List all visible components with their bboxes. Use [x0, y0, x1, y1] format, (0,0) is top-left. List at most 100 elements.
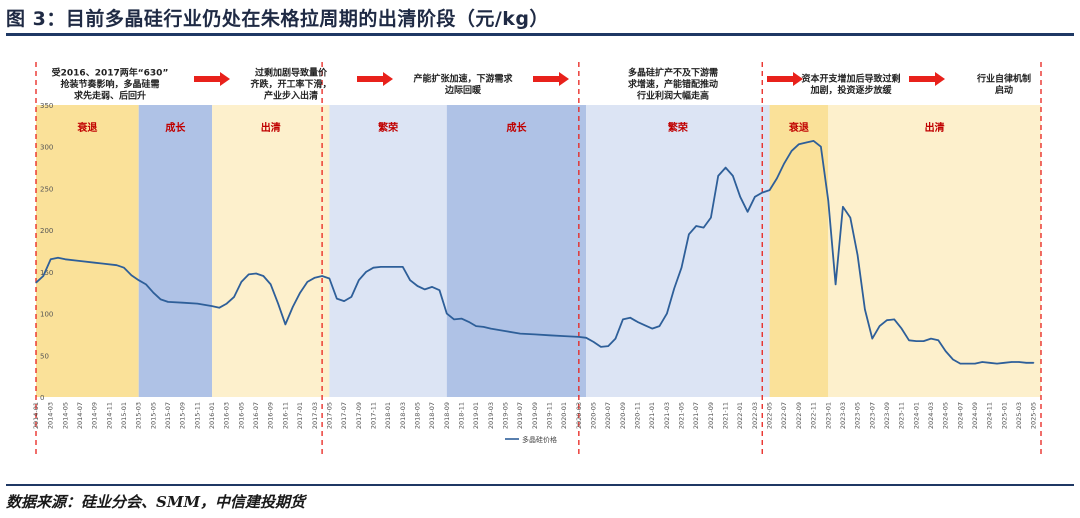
data-point-2020-07	[607, 345, 609, 347]
data-point-2022-12	[820, 146, 822, 148]
data-point-2020-11	[636, 321, 639, 323]
data-point-2022-08	[791, 150, 793, 152]
data-point-2021-07	[695, 225, 697, 227]
x-tick-label-2024-07: 2024-07	[956, 402, 964, 429]
x-tick-label-2017-03: 2017-03	[311, 402, 319, 429]
y-tick-label-100: 100	[40, 311, 53, 319]
data-point-2023-06	[864, 308, 866, 310]
x-tick-label-2015-01: 2015-01	[120, 402, 128, 429]
x-tick-label-2023-11: 2023-11	[898, 402, 906, 429]
x-tick-label-2022-05: 2022-05	[766, 402, 774, 429]
data-point-2016-12	[292, 306, 294, 308]
phase-band-6	[586, 105, 770, 397]
x-tick-label-2015-09: 2015-09	[179, 402, 187, 429]
data-point-2025-02	[1011, 361, 1013, 363]
data-point-2021-08	[703, 227, 705, 229]
data-point-2016-03	[226, 303, 228, 305]
annotation-2016-630-line-2: 抢装节奏影响，多晶硅需	[60, 78, 159, 90]
x-tick-label-2024-09: 2024-09	[971, 402, 979, 429]
data-point-2023-08	[879, 325, 881, 327]
x-tick-label-2020-09: 2020-09	[619, 402, 627, 429]
data-point-2022-04	[761, 192, 763, 194]
data-point-2017-05	[328, 277, 330, 280]
x-tick-label-2025-05: 2025-05	[1030, 402, 1038, 429]
annotation-2016-630-line-3: 求先走弱、后回升	[74, 90, 146, 102]
x-tick-label-2021-01: 2021-01	[648, 402, 656, 429]
data-point-2022-03	[754, 196, 756, 198]
data-point-2024-08	[967, 363, 969, 365]
data-point-2022-02	[747, 211, 749, 213]
x-tick-label-2015-11: 2015-11	[193, 402, 201, 429]
data-point-2017-03	[314, 277, 316, 279]
data-point-2022-07	[783, 162, 785, 164]
phase-label-8: 出清	[925, 121, 945, 134]
data-point-2018-10	[453, 318, 455, 320]
y-tick-label-300: 300	[40, 144, 53, 152]
data-point-2018-04	[409, 279, 411, 281]
data-point-2021-03	[666, 313, 668, 315]
data-point-2017-04	[321, 275, 323, 277]
data-point-2025-03	[1018, 361, 1020, 363]
x-tick-label-2018-09: 2018-09	[443, 402, 451, 429]
x-tick-label-2016-01: 2016-01	[208, 402, 216, 429]
data-point-2025-05	[1033, 362, 1035, 364]
data-point-2024-11	[989, 362, 991, 364]
data-point-2016-09	[270, 283, 272, 285]
data-point-2018-01	[387, 266, 389, 268]
annotation-capacity-expansion-line-1: 产能扩张加速，下游需求	[413, 72, 513, 84]
x-tick-label-2016-07: 2016-07	[252, 402, 260, 429]
x-tick-label-2022-07: 2022-07	[780, 402, 788, 429]
x-tick-label-2023-07: 2023-07	[868, 402, 876, 429]
data-point-2016-11	[284, 323, 286, 325]
x-tick-label-2020-03: 2020-03	[575, 402, 583, 429]
data-point-2015-04	[145, 283, 147, 285]
x-tick-label-2017-07: 2017-07	[340, 402, 348, 429]
x-tick-label-2018-07: 2018-07	[428, 402, 436, 429]
y-tick-label-150: 150	[40, 269, 53, 277]
data-point-2023-01	[827, 200, 829, 202]
x-tick-label-2019-11: 2019-11	[546, 402, 554, 429]
annotation-overcapacity-line-3: 产业步入出清	[264, 90, 318, 102]
data-point-2019-03	[490, 328, 492, 330]
data-point-2014-02	[42, 275, 44, 277]
data-point-2017-12	[380, 266, 382, 268]
x-tick-label-2017-11: 2017-11	[369, 402, 377, 429]
data-point-2022-01	[739, 196, 741, 198]
data-point-2014-03	[50, 258, 52, 260]
data-point-2018-05	[416, 285, 419, 287]
annotation-self-discipline-line-2: 启动	[995, 84, 1013, 96]
x-tick-label-2023-09: 2023-09	[883, 402, 891, 429]
phase-label-7: 衰退	[788, 121, 809, 134]
x-tick-label-2021-03: 2021-03	[663, 402, 671, 429]
data-point-2019-11	[548, 334, 551, 336]
x-tick-label-2022-11: 2022-11	[810, 402, 818, 429]
data-point-2016-02	[218, 307, 220, 309]
data-point-2024-05	[945, 350, 947, 352]
x-tick-label-2018-01: 2018-01	[384, 402, 392, 429]
data-point-2022-09	[798, 143, 800, 145]
x-tick-label-2015-05: 2015-05	[149, 402, 157, 429]
annotation-capex-surplus-line-1: 资本开支增加后导致过剩	[801, 72, 900, 84]
data-point-2021-10	[717, 175, 719, 177]
x-tick-label-2017-09: 2017-09	[355, 402, 363, 429]
data-point-2021-02	[658, 325, 661, 327]
x-tick-label-2018-11: 2018-11	[457, 402, 465, 429]
x-tick-label-2014-05: 2014-05	[61, 402, 69, 429]
y-tick-label-0: 0	[40, 394, 44, 402]
data-point-2020-05	[592, 341, 595, 343]
phase-label-3: 出清	[261, 121, 281, 134]
data-point-2021-09	[710, 217, 712, 219]
data-point-2016-08	[262, 275, 264, 277]
phase-label-5: 成长	[506, 121, 527, 134]
data-point-2020-06	[600, 346, 602, 348]
data-point-2014-07	[79, 260, 81, 262]
x-tick-label-2017-01: 2017-01	[296, 402, 304, 429]
data-point-2022-10	[805, 141, 807, 144]
data-point-2017-06	[336, 298, 338, 300]
x-tick-label-2016-05: 2016-05	[237, 402, 245, 429]
phase-band-4	[329, 105, 447, 397]
annotation-2016-630-line-1: 受2016、2017两年“630”	[52, 67, 169, 79]
polysilicon-price-chart: 衰退 成长 出清 繁荣 成长 繁荣 衰退 出清 0 50 100 150 200 250 300 350 201…	[32, 62, 1042, 457]
data-point-2024-10	[981, 361, 983, 363]
data-point-2024-03	[930, 338, 932, 340]
